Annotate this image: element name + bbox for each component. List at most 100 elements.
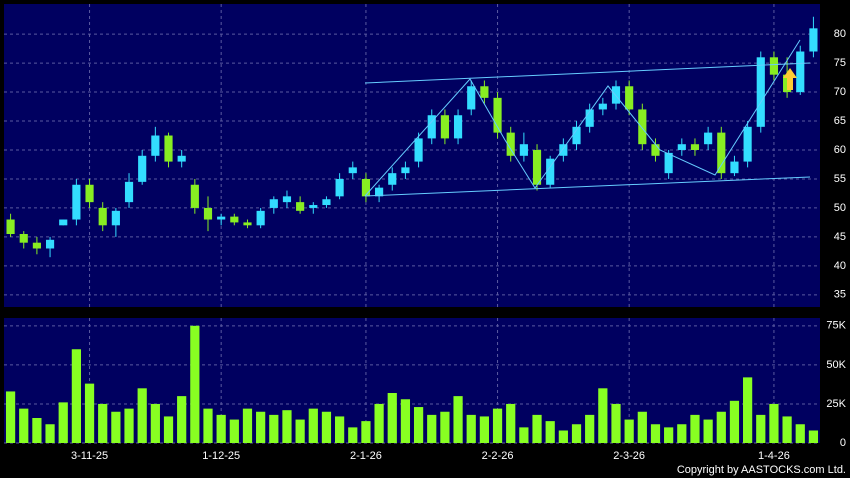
candle-body: [546, 158, 555, 185]
arrow: [783, 68, 797, 90]
price-panel: [4, 4, 820, 307]
volume-bar: [177, 396, 187, 443]
volume-bar: [58, 402, 68, 443]
candle-body: [427, 115, 436, 139]
volume-bar: [84, 383, 95, 443]
volume-bar: [282, 410, 292, 443]
volume-bar: [624, 419, 634, 443]
volume-bar: [545, 421, 555, 443]
volume-bar: [440, 411, 450, 443]
volume-bar: [203, 408, 213, 443]
candle-body: [388, 173, 397, 185]
candle-body: [730, 161, 739, 174]
candle-body: [611, 86, 621, 104]
volume-bar: [32, 418, 42, 443]
candle-body: [651, 144, 660, 156]
candle-body: [572, 126, 581, 145]
volume-bar: [5, 391, 16, 443]
candle-body: [414, 138, 423, 162]
x-tick-label: 1-4-26: [758, 450, 790, 462]
volume-bar: [361, 421, 371, 443]
volume-bar: [769, 403, 779, 443]
y-tick-label: 25K: [826, 398, 846, 410]
copyright: Copyright by AASTOCKS.com Ltd.: [677, 464, 846, 476]
y-tick-label: 40: [834, 260, 846, 272]
volume-bar: [611, 403, 621, 443]
channel: [364, 39, 811, 197]
y-tick-label: 75: [834, 57, 846, 69]
x-tick-label: 3-11-25: [71, 450, 108, 462]
volume-bar: [479, 416, 489, 443]
volume-bar: [637, 411, 647, 443]
volume-bar: [782, 416, 792, 443]
candle-body: [664, 152, 673, 174]
marks: [5, 16, 819, 443]
volume-bar: [98, 403, 108, 443]
candle-body: [203, 207, 213, 220]
candle-body: [243, 222, 252, 226]
volume-bar: [348, 427, 358, 443]
y-tick-label: 50: [834, 202, 846, 214]
x-tick-label: 2-2-26: [482, 450, 514, 462]
volume-bar: [321, 411, 332, 443]
candle-body: [269, 199, 278, 208]
candle-body: [598, 103, 607, 110]
candle-body: [348, 167, 357, 174]
volume-bar: [650, 424, 661, 443]
volume-bar: [506, 403, 516, 443]
volume-bar: [427, 414, 437, 443]
volume-bar: [269, 414, 279, 443]
y-tick-label: 45: [834, 231, 846, 243]
grid: [4, 4, 820, 444]
y-tick-label: 65: [834, 115, 846, 127]
candle-body: [743, 126, 752, 162]
volume-bar: [163, 416, 174, 443]
y-tick-label: 60: [834, 144, 846, 156]
candle-body: [585, 109, 594, 127]
candle-body: [704, 132, 713, 145]
volume-bar: [690, 414, 700, 443]
candle-body: [690, 144, 700, 150]
volume-bar: [453, 396, 463, 443]
volume-bar: [808, 430, 819, 443]
candle-body: [111, 210, 120, 226]
candle-body: [19, 234, 28, 243]
volume-bar: [466, 414, 476, 443]
volume-bar: [137, 388, 147, 443]
candle-body: [59, 219, 68, 226]
candle-body: [256, 210, 265, 226]
volume-bar: [598, 388, 608, 443]
y-tick-label: 55: [834, 173, 846, 185]
volume-bar: [571, 424, 582, 443]
x-tick-label: 1-12-25: [202, 450, 240, 462]
volume-bar: [216, 414, 226, 443]
volume-bar: [190, 325, 200, 443]
channel-upper: [364, 62, 811, 84]
candle-body: [6, 219, 15, 235]
volume-bar: [729, 400, 740, 443]
candle-body: [493, 97, 502, 133]
candle-body: [467, 86, 476, 110]
volume-bar: [703, 419, 713, 443]
y-tick-label: 75K: [826, 320, 846, 332]
channel-lower: [364, 176, 811, 197]
candle-body: [677, 144, 686, 150]
candle-body: [796, 51, 805, 93]
candle-body: [532, 149, 542, 185]
volume-bar: [677, 424, 687, 443]
volume-bar: [71, 349, 81, 443]
volume-bar: [743, 377, 753, 443]
candle-body: [769, 57, 779, 75]
volume-bar: [335, 416, 345, 443]
candle-body: [32, 242, 41, 249]
y-tick-label: 35: [834, 289, 846, 301]
volume-bar: [295, 419, 305, 443]
candle-body: [138, 155, 147, 182]
candle-body: [638, 109, 647, 145]
candle-body: [296, 202, 305, 211]
volume-bar: [150, 403, 160, 443]
volume-bar: [585, 414, 595, 443]
zigzag: [364, 39, 801, 197]
